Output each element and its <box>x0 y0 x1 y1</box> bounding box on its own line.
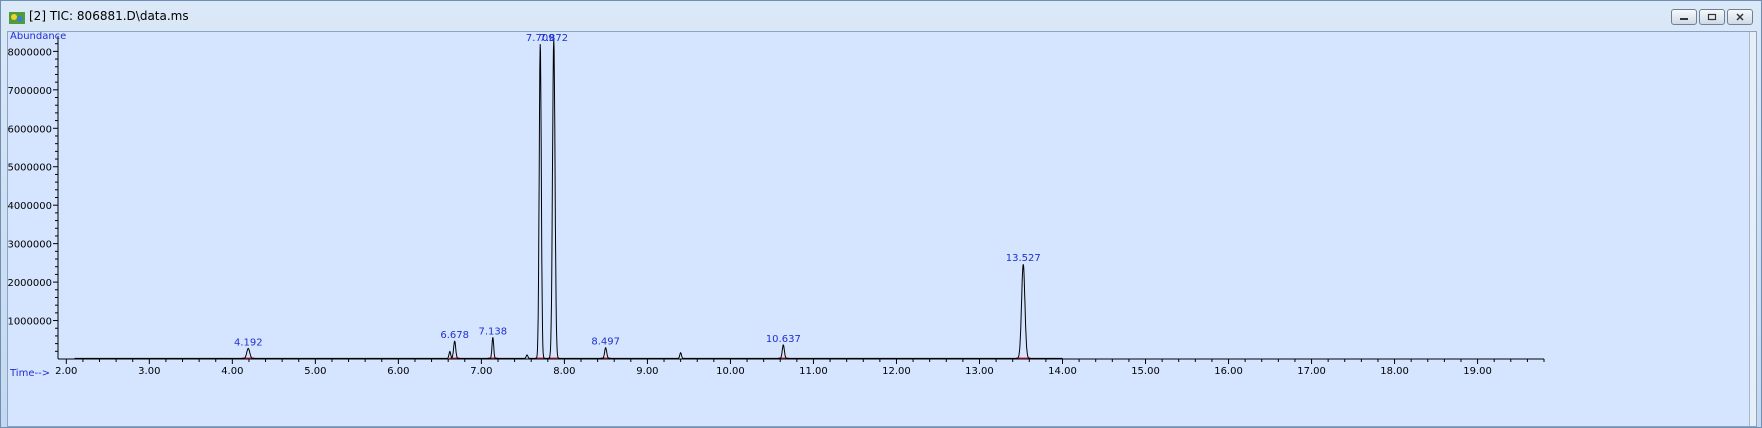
restore-button[interactable] <box>1699 9 1725 25</box>
tic-trace <box>74 39 1063 359</box>
close-icon <box>1736 13 1744 21</box>
vertical-scrollbar[interactable] <box>1749 32 1756 426</box>
close-button[interactable] <box>1727 9 1753 25</box>
x-tick-label: 12.00 <box>882 366 911 377</box>
x-tick-label: 3.00 <box>138 366 160 377</box>
minimize-button[interactable] <box>1671 9 1697 25</box>
minimize-icon <box>1680 18 1688 20</box>
y-tick-label: 4000000 <box>8 201 52 212</box>
x-tick-label: 2.00 <box>55 366 77 377</box>
x-axis-label: Time--> <box>9 368 50 379</box>
axes-group <box>57 36 1544 360</box>
x-ticks-group: 2.00 3.00 4.00 5.00 6.00 7.00 8.00 9.00 10.00 11.… <box>55 359 1545 377</box>
x-tick-label: 6.00 <box>387 366 409 377</box>
x-tick-label: 18.00 <box>1380 366 1409 377</box>
peak-label: 13.527 <box>1006 253 1041 264</box>
chromatogram-chart: 2.00 3.00 4.00 5.00 6.00 7.00 8.00 9.00 10.00 11.… <box>8 32 1545 379</box>
x-tick-label: 16.00 <box>1214 366 1243 377</box>
peak-label: 7.138 <box>479 326 508 337</box>
plot-area[interactable]: 2.00 3.00 4.00 5.00 6.00 7.00 8.00 9.00 10.00 11.… <box>7 31 1757 427</box>
x-tick-label: 9.00 <box>636 366 658 377</box>
x-tick-label: 14.00 <box>1048 366 1077 377</box>
window-title: [2] TIC: 806881.D\data.ms <box>29 9 189 23</box>
peak-label: 7.872 <box>539 33 568 44</box>
title-bar[interactable]: [2] TIC: 806881.D\data.ms <box>1 1 1761 31</box>
peak-label: 8.497 <box>591 337 620 348</box>
peak-label: 4.192 <box>234 337 263 348</box>
x-tick-label: 10.00 <box>716 366 745 377</box>
y-tick-label: 5000000 <box>8 163 52 174</box>
x-tick-label: 11.00 <box>799 366 828 377</box>
x-tick-label: 8.00 <box>553 366 575 377</box>
y-ticks-group: 1000000 2000000 3000000 4000000 5000000 60000… <box>8 43 58 352</box>
x-tick-label: 17.00 <box>1297 366 1326 377</box>
restore-icon <box>1707 13 1717 21</box>
x-tick-label: 13.00 <box>965 366 994 377</box>
y-tick-label: 1000000 <box>8 317 52 328</box>
y-tick-label: 3000000 <box>8 240 52 251</box>
peak-label: 7.709 <box>526 33 555 44</box>
y-tick-label: 8000000 <box>8 47 52 58</box>
chromatogram-app-icon <box>9 12 25 24</box>
y-tick-label: 2000000 <box>8 278 52 289</box>
x-tick-label: 15.00 <box>1131 366 1160 377</box>
y-tick-label: 6000000 <box>8 124 52 135</box>
peak-label: 10.637 <box>766 334 801 345</box>
y-tick-label: 7000000 <box>8 86 52 97</box>
peak-label: 6.678 <box>440 330 469 341</box>
x-tick-label: 7.00 <box>470 366 492 377</box>
x-tick-label: 19.00 <box>1463 366 1492 377</box>
y-axis-label: Abundance <box>10 32 66 42</box>
x-tick-label: 5.00 <box>304 366 326 377</box>
x-tick-label: 4.00 <box>221 366 243 377</box>
